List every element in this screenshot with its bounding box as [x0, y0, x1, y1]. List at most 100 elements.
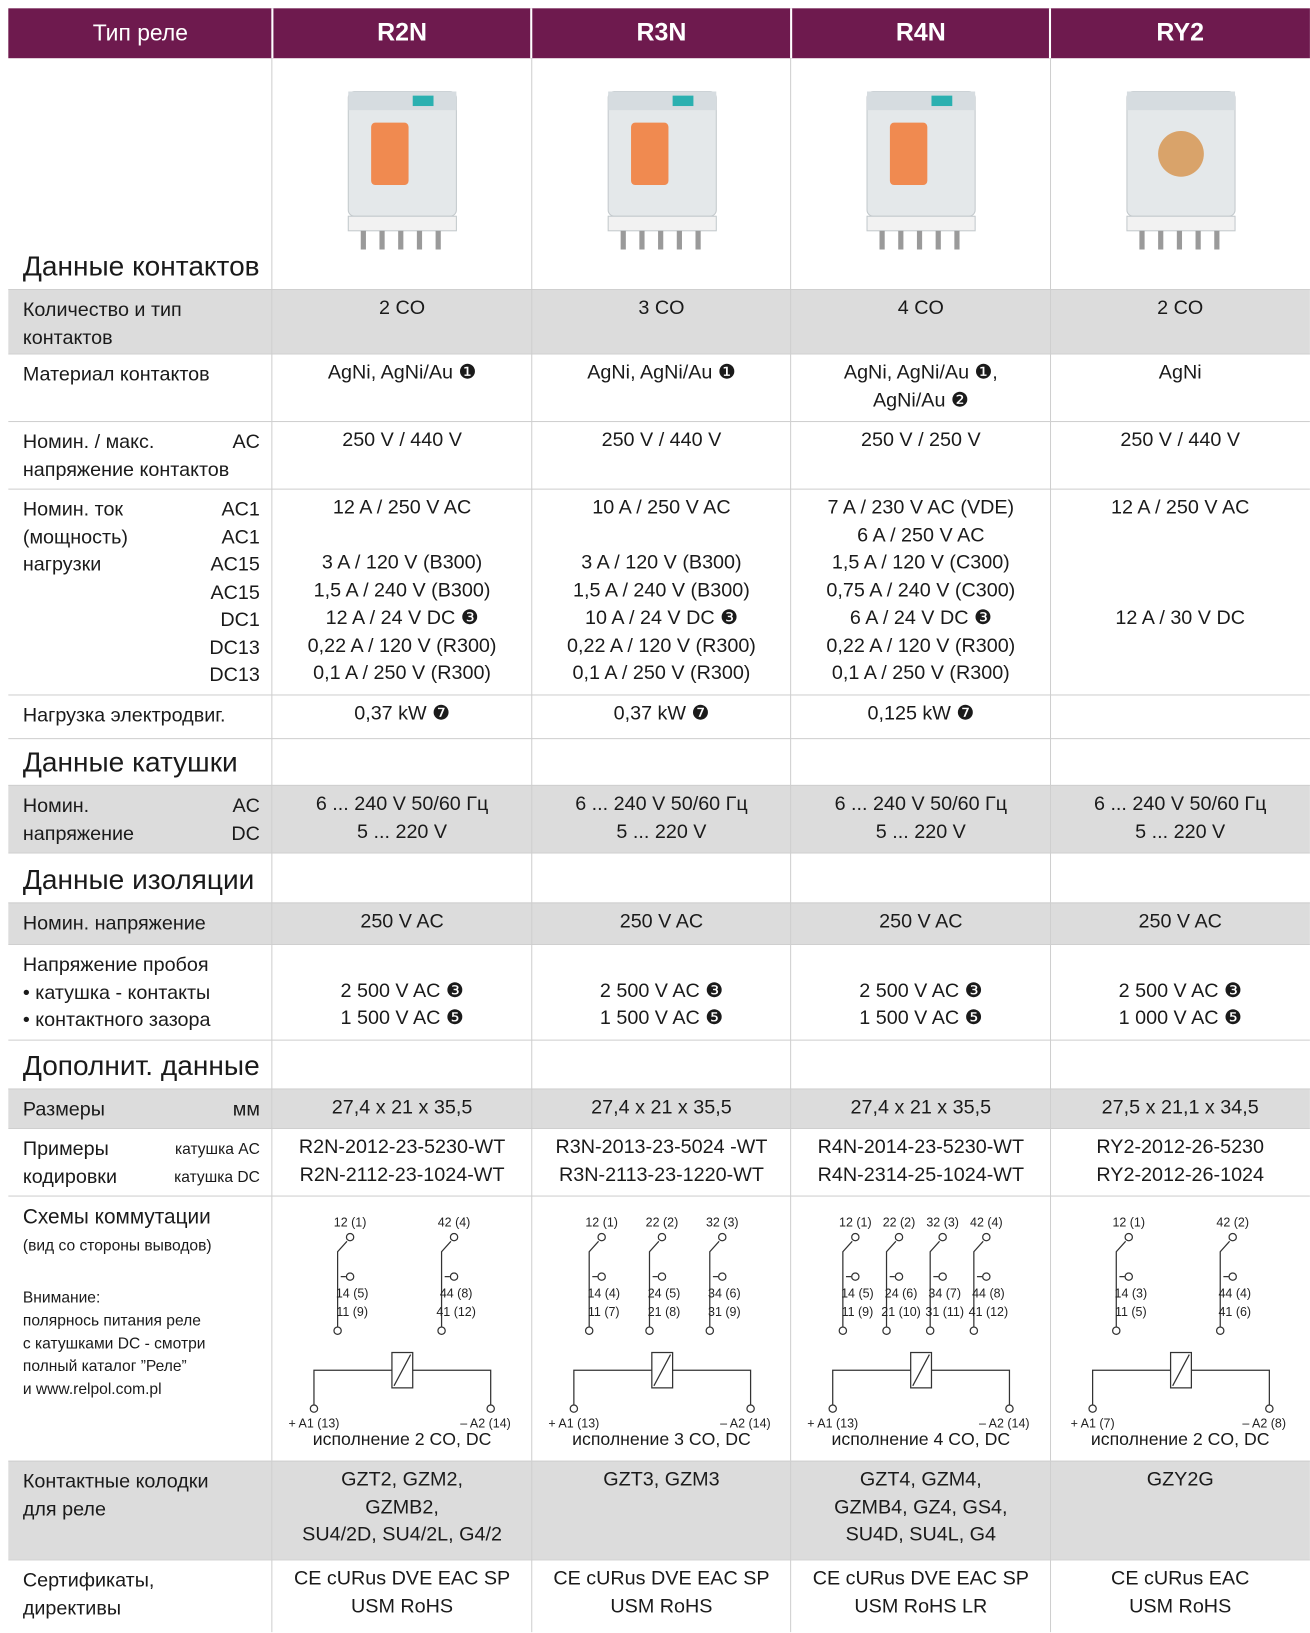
row-label: Номин. / макс. — [22, 431, 155, 454]
diagram-terminal — [1005, 1404, 1014, 1413]
row-label: напряжение — [22, 822, 135, 845]
row-label: Схемы коммутации — [22, 1205, 211, 1229]
row-note: полный каталог ”Реле” — [22, 1357, 187, 1376]
cell-text: 6 ... 240 V 50/60 Гц — [1093, 793, 1267, 816]
diagram-terminal — [925, 1326, 935, 1335]
cell-text: 250 V AC — [1138, 910, 1222, 933]
cell-text: 250 V AC — [360, 910, 444, 933]
diagram-wire — [1115, 1240, 1126, 1327]
cell-text: 250 V / 440 V — [601, 429, 722, 452]
row-divider — [8, 353, 1310, 355]
row-label: для реле — [22, 1498, 106, 1521]
diagram-terminal — [657, 1272, 666, 1281]
diagram-label: 12 (1) — [839, 1216, 872, 1230]
relay-base — [866, 215, 976, 232]
cell-text: 250 V / 440 V — [342, 429, 462, 452]
section-title: Данные изоляции — [22, 863, 255, 896]
diagram-terminal — [969, 1326, 979, 1335]
diagram-label: 41 (12) — [969, 1305, 1009, 1319]
row-band — [8, 1460, 1310, 1560]
diagram-caption: исполнение 2 CO, DC — [1090, 1429, 1270, 1450]
header-model: RY2 — [1156, 18, 1205, 47]
relay-pin — [1157, 230, 1163, 250]
relay-coil — [1157, 130, 1204, 177]
relay-pin — [935, 230, 941, 250]
wiring-diagram: 12 (1) 14 (3) 11 (5) 42 (2) 44 (4) 41 (6) + A1… — [1070, 1216, 1285, 1431]
cell-text: 12 A / 250 V AC — [1111, 496, 1250, 519]
diagram-label: 42 (2) — [1216, 1216, 1249, 1230]
diagram-terminal — [838, 1326, 848, 1335]
row-sublabel: DC — [231, 822, 260, 845]
diagram-label: 14 (5) — [336, 1286, 369, 1300]
relay-photo — [1125, 90, 1236, 250]
cell-text: GZY2G — [1146, 1468, 1214, 1491]
diagram-label: 24 (5) — [647, 1286, 680, 1300]
cell-text: 5 ... 220 V — [875, 820, 966, 843]
diagram-label: – A2 (14) — [460, 1416, 511, 1430]
cell-text: 10 A / 250 V AC — [592, 496, 731, 519]
cell-text: 27,5 x 21,1 x 34,5 — [1101, 1096, 1259, 1119]
row-divider — [8, 694, 1310, 696]
header-divider — [1048, 8, 1052, 59]
diagram-caption: исполнение 2 CO, DC — [312, 1429, 492, 1450]
diagram-terminal — [309, 1404, 319, 1413]
cell-text: AgNi/Au ❷ — [872, 389, 969, 412]
cell-text: 1 000 V AC ❺ — [1118, 1007, 1242, 1030]
diagram-label: 32 (3) — [705, 1216, 738, 1230]
cell-text: 250 V / 250 V — [860, 429, 981, 452]
diagram-wire — [440, 1240, 452, 1327]
diagram-terminal — [882, 1326, 891, 1335]
row-label: директивы — [22, 1597, 122, 1620]
relay-pin — [416, 230, 423, 250]
row-divider — [8, 902, 1310, 904]
row-divider — [8, 1127, 1310, 1130]
diagram-label: 34 (6) — [708, 1286, 741, 1300]
diagram-label: 12 (1) — [585, 1216, 618, 1230]
cell-text: 12 A / 24 V DC ❸ — [325, 607, 479, 629]
diagram-terminal — [657, 1232, 666, 1242]
relay-top — [607, 91, 716, 111]
cell-text: 6 ... 240 V 50/60 Гц — [315, 793, 489, 816]
relay-top — [867, 91, 976, 111]
cell-text: 0,75 A / 240 V (C300) — [826, 579, 1016, 602]
diagram-wire — [412, 1369, 492, 1405]
row-sublabel: катушка DC — [174, 1167, 260, 1186]
row-divider — [8, 943, 1310, 945]
cell-text: 27,4 x 21 x 35,5 — [591, 1096, 732, 1119]
diagram-label: 41 (6) — [1218, 1305, 1251, 1319]
diagram-label: 32 (3) — [926, 1216, 959, 1230]
diagram-label: 14 (4) — [587, 1286, 620, 1300]
header-divider — [789, 8, 792, 59]
column-divider — [1049, 58, 1051, 1633]
cell-text: GZT3, GZM3 — [603, 1468, 720, 1491]
relay-top — [348, 91, 457, 111]
diagram-terminal — [938, 1232, 947, 1242]
relay-pin — [379, 230, 385, 250]
cell-text: 0,1 A / 250 V (R300) — [572, 662, 751, 685]
diagram-label: 14 (5) — [841, 1286, 874, 1300]
cell-text: 6 A / 24 V DC ❸ — [849, 607, 992, 629]
diagram-caption: исполнение 3 CO, DC — [572, 1429, 751, 1450]
row-label: кодировки — [22, 1165, 117, 1188]
diagram-wire — [708, 1240, 720, 1327]
row-label: • контактного зазора — [22, 1009, 211, 1032]
row-label: (мощность) — [22, 526, 128, 549]
diagram-terminal — [1264, 1404, 1274, 1413]
cell-text: 3 A / 120 V (B300) — [581, 552, 742, 574]
diagram-label: 11 (9) — [336, 1305, 368, 1319]
diagram-terminal — [982, 1272, 991, 1281]
diagram-label: – A2 (14) — [720, 1416, 771, 1430]
diagram-wire — [931, 1369, 1011, 1405]
diagram-label: 31 (11) — [925, 1305, 964, 1319]
diagram-terminal — [1227, 1272, 1237, 1281]
row-sublabel: AC — [232, 795, 260, 818]
cell-text: SU4/2D, SU4/2L, G4/2 — [302, 1524, 502, 1546]
column-divider — [271, 58, 273, 1633]
relay-pin — [657, 230, 663, 250]
cell-text: USM RoHS — [351, 1595, 454, 1618]
diagram-label: 11 (9) — [842, 1305, 874, 1319]
cell-text: 3 A / 120 V (B300) — [321, 552, 483, 574]
section-title: Данные катушки — [22, 746, 238, 778]
diagram-label: 11 (5) — [1114, 1305, 1146, 1319]
